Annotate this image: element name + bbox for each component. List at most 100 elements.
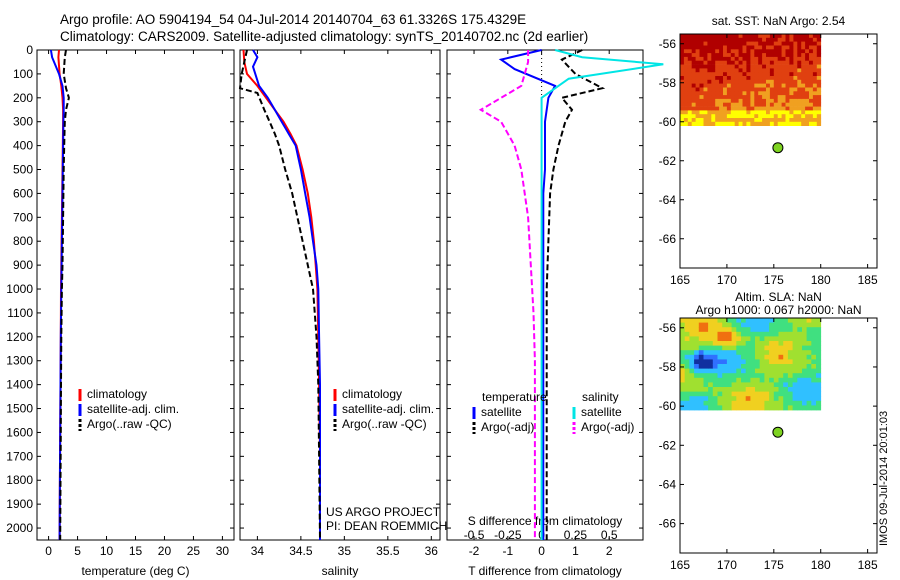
depth-tick-label: 1900	[6, 497, 33, 511]
sla_map-ytick-label: -62	[659, 438, 677, 452]
imos-timestamp: IMOS 09-Jul-2014 20:01:03	[878, 410, 890, 546]
salinity-xtick-label: 35	[338, 544, 352, 558]
sst_map-xtick-label: 175	[764, 273, 784, 287]
difference-legend-entry: satellite	[481, 405, 522, 419]
sst_map-raster	[680, 34, 822, 126]
difference-xlabel: T difference from climatology	[468, 564, 622, 578]
temperature-xtick-label: 20	[158, 544, 172, 558]
difference-legend-header-salinity: salinity	[582, 390, 619, 404]
title-line-2: Climatology: CARS2009. Satellite-adjuste…	[60, 29, 589, 44]
difference-legend-entry: Argo(-adj)	[481, 420, 534, 434]
temperature-xlabel: temperature (deg C)	[81, 564, 189, 578]
salinity-series-2	[238, 49, 321, 541]
salinity-annotation-pi: PI: DEAN ROEMMICH	[326, 519, 447, 533]
depth-tick-label: 1700	[6, 449, 33, 463]
depth-tick-label: 600	[13, 186, 33, 200]
salinity-axes	[239, 49, 441, 541]
temperature-xtick-label: 15	[129, 544, 143, 558]
salinity-legend-entry: satellite-adj. clim.	[342, 402, 434, 416]
sst_map-ytick-label: -66	[659, 232, 677, 246]
temperature-xtick-label: 25	[187, 544, 201, 558]
sst_map-xtick-label: 180	[811, 273, 831, 287]
temperature-axes	[36, 49, 235, 541]
depth-tick-label: 500	[13, 163, 33, 177]
salinity-annotation-project: US ARGO PROJECT	[326, 505, 441, 519]
sst_map-ytick-label: -60	[659, 115, 677, 129]
difference-xlabel-top: S difference from climatology	[468, 514, 623, 528]
depth-tick-label: 900	[13, 258, 33, 272]
depth-tick-label: 1800	[6, 473, 33, 487]
salinity-xtick-label: 34.5	[289, 544, 313, 558]
temperature-xtick-label: 30	[216, 544, 230, 558]
sla-map-title: Altim. SLA: NaN	[735, 290, 822, 304]
sst_map-xtick-label: 170	[717, 273, 737, 287]
sst_map-ytick-label: -62	[659, 154, 677, 168]
sst_map-ytick-label: -64	[659, 193, 677, 207]
sla_map-xtick-label: 175	[764, 558, 784, 572]
difference-legend-header-temperature: temperature	[482, 390, 547, 404]
depth-tick-label: 0	[26, 43, 33, 57]
sla_map-xtick-label: 185	[858, 558, 878, 572]
difference-s-tick-label: 0.25	[564, 528, 588, 542]
sla_map-ytick-label: -58	[659, 360, 677, 374]
temperature-xtick-label: 0	[45, 544, 52, 558]
difference-xtick-label: 0	[538, 544, 545, 558]
salinity-legend-entry: Argo(..raw -QC)	[342, 417, 427, 431]
difference-xtick-label: 2	[606, 544, 613, 558]
sst_map-xtick-label: 185	[858, 273, 878, 287]
depth-tick-label: 1200	[6, 330, 33, 344]
title-line-1: Argo profile: AO 5904194_54 04-Jul-2014 …	[60, 12, 527, 27]
sla_map-float-marker	[772, 426, 784, 438]
sla_map-raster	[680, 318, 822, 411]
sla_map-ytick-label: -66	[659, 517, 677, 531]
temperature-xtick-label: 10	[100, 544, 114, 558]
difference-xtick-label: 1	[572, 544, 579, 558]
sla_map-xtick-label: 180	[811, 558, 831, 572]
depth-tick-label: 400	[13, 139, 33, 153]
difference-series-2	[540, 49, 664, 540]
depth-tick-label: 1600	[6, 425, 33, 439]
sla_map-ytick-label: -56	[659, 321, 677, 335]
depth-tick-label: 1300	[6, 354, 33, 368]
sst_map-xtick-label: 165	[670, 273, 690, 287]
depth-tick-label: 1400	[6, 378, 33, 392]
difference-s-tick-label: -0.25	[494, 528, 522, 542]
difference-s-tick-label: 0.5	[601, 528, 618, 542]
sst_map-float-marker	[772, 142, 784, 154]
depth-tick-label: 800	[13, 234, 33, 248]
salinity-xtick-label: 34	[251, 544, 265, 558]
salinity-series-1	[251, 49, 321, 540]
sla_map-axes	[679, 317, 878, 554]
sst-map-title: sat. SST: NaN Argo: 2.54	[712, 14, 846, 28]
depth-tick-label: 200	[13, 91, 33, 105]
difference-series-0	[498, 49, 557, 540]
sst_map-ytick-label: -58	[659, 76, 677, 90]
difference-series-1	[545, 49, 606, 540]
temperature-xtick-label: 5	[74, 544, 81, 558]
temperature-legend-entry: climatology	[87, 387, 147, 401]
salinity-xlabel: salinity	[322, 564, 359, 578]
difference-axes	[446, 49, 644, 541]
difference-xtick-label: -2	[469, 544, 480, 558]
depth-tick-label: 2000	[6, 521, 33, 535]
depth-tick-label: 300	[13, 115, 33, 129]
depth-tick-label: 1500	[6, 402, 33, 416]
sla_map-ytick-label: -60	[659, 399, 677, 413]
sst_map-axes	[679, 33, 878, 269]
difference-s-tick-label: -0.5	[464, 528, 485, 542]
depth-tick-label: 700	[13, 210, 33, 224]
difference-xtick-label: -1	[502, 544, 513, 558]
sla_map-xtick-label: 165	[670, 558, 690, 572]
temperature-legend-entry: Argo(..raw -QC)	[87, 417, 172, 431]
sla_map-ytick-label: -64	[659, 477, 677, 491]
sst_map-ytick-label: -56	[659, 37, 677, 51]
difference-series-3	[478, 50, 536, 540]
depth-tick-label: 1100	[7, 306, 33, 320]
temperature-series-2	[59, 49, 70, 541]
difference-legend-entry: satellite	[581, 405, 622, 419]
sla_map-xtick-label: 170	[717, 558, 737, 572]
depth-tick-label: 1000	[6, 282, 33, 296]
difference-legend-entry: Argo(-adj)	[581, 420, 634, 434]
salinity-legend-entry: climatology	[342, 387, 402, 401]
